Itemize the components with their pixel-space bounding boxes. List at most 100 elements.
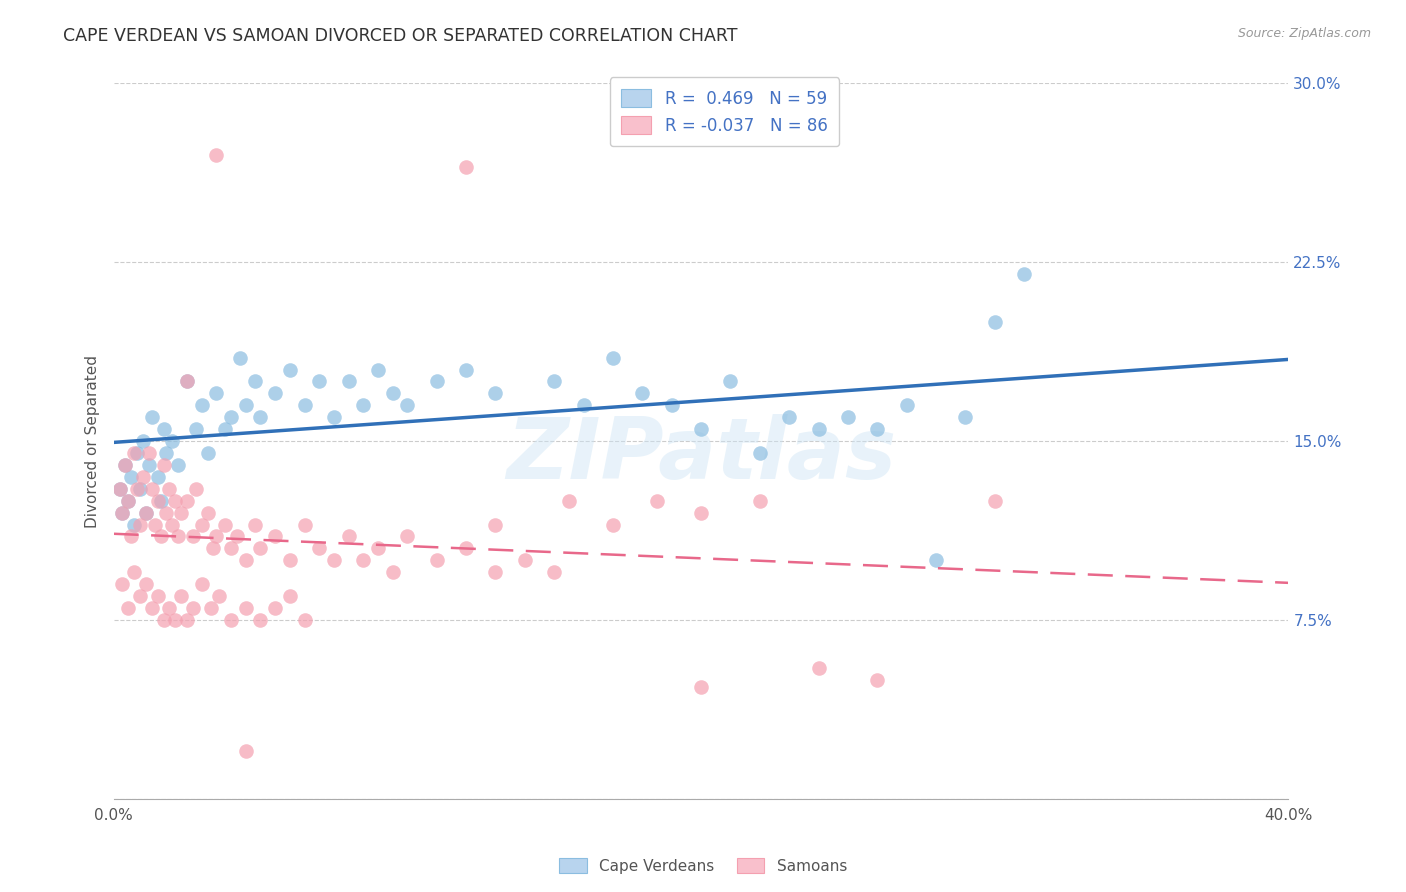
Point	[170, 506, 193, 520]
Point	[155, 446, 177, 460]
Point	[778, 410, 800, 425]
Point	[543, 566, 565, 580]
Point	[122, 566, 145, 580]
Point	[925, 553, 948, 567]
Point	[205, 529, 228, 543]
Point	[294, 517, 316, 532]
Point	[117, 601, 139, 615]
Point	[135, 577, 157, 591]
Point	[149, 529, 172, 543]
Point	[631, 386, 654, 401]
Point	[983, 315, 1005, 329]
Point	[135, 506, 157, 520]
Point	[602, 517, 624, 532]
Point	[229, 351, 252, 365]
Point	[190, 398, 212, 412]
Point	[896, 398, 918, 412]
Point	[337, 375, 360, 389]
Point	[176, 375, 198, 389]
Point	[690, 506, 713, 520]
Point	[205, 148, 228, 162]
Point	[381, 566, 404, 580]
Point	[748, 493, 770, 508]
Point	[513, 553, 536, 567]
Point	[308, 541, 330, 556]
Point	[127, 482, 149, 496]
Point	[983, 493, 1005, 508]
Point	[235, 744, 257, 758]
Point	[205, 386, 228, 401]
Point	[184, 482, 207, 496]
Point	[572, 398, 595, 412]
Point	[381, 386, 404, 401]
Point	[264, 386, 287, 401]
Point	[197, 506, 219, 520]
Point	[235, 601, 257, 615]
Point	[190, 577, 212, 591]
Point	[143, 517, 166, 532]
Point	[243, 517, 266, 532]
Point	[162, 517, 184, 532]
Point	[396, 529, 419, 543]
Point	[426, 375, 449, 389]
Point	[278, 553, 301, 567]
Point	[176, 493, 198, 508]
Point	[748, 446, 770, 460]
Point	[120, 529, 142, 543]
Point	[114, 458, 136, 472]
Point	[129, 482, 152, 496]
Point	[661, 398, 683, 412]
Point	[322, 410, 344, 425]
Point	[558, 493, 581, 508]
Point	[367, 541, 389, 556]
Point	[866, 422, 889, 436]
Point	[454, 362, 477, 376]
Point	[249, 541, 271, 556]
Point	[111, 506, 134, 520]
Text: CAPE VERDEAN VS SAMOAN DIVORCED OR SEPARATED CORRELATION CHART: CAPE VERDEAN VS SAMOAN DIVORCED OR SEPAR…	[63, 27, 738, 45]
Point	[294, 398, 316, 412]
Point	[176, 375, 198, 389]
Point	[132, 470, 155, 484]
Point	[170, 589, 193, 603]
Point	[249, 410, 271, 425]
Point	[127, 446, 149, 460]
Point	[184, 422, 207, 436]
Point	[484, 566, 506, 580]
Point	[146, 493, 169, 508]
Point	[243, 375, 266, 389]
Point	[149, 493, 172, 508]
Text: ZIPatlas: ZIPatlas	[506, 414, 896, 497]
Point	[146, 589, 169, 603]
Point	[152, 422, 174, 436]
Point	[278, 362, 301, 376]
Point	[352, 553, 374, 567]
Point	[214, 422, 236, 436]
Point	[197, 446, 219, 460]
Point	[807, 422, 830, 436]
Point	[165, 493, 187, 508]
Point	[117, 493, 139, 508]
Point	[181, 601, 204, 615]
Point	[155, 506, 177, 520]
Point	[219, 613, 242, 627]
Point	[249, 613, 271, 627]
Point	[543, 375, 565, 389]
Point	[111, 577, 134, 591]
Point	[219, 541, 242, 556]
Point	[132, 434, 155, 449]
Point	[396, 398, 419, 412]
Point	[159, 482, 181, 496]
Point	[167, 458, 190, 472]
Point	[322, 553, 344, 567]
Point	[122, 517, 145, 532]
Point	[114, 458, 136, 472]
Point	[219, 410, 242, 425]
Point	[337, 529, 360, 543]
Point	[138, 458, 160, 472]
Point	[108, 482, 131, 496]
Point	[167, 529, 190, 543]
Point	[108, 482, 131, 496]
Point	[165, 613, 187, 627]
Point	[807, 660, 830, 674]
